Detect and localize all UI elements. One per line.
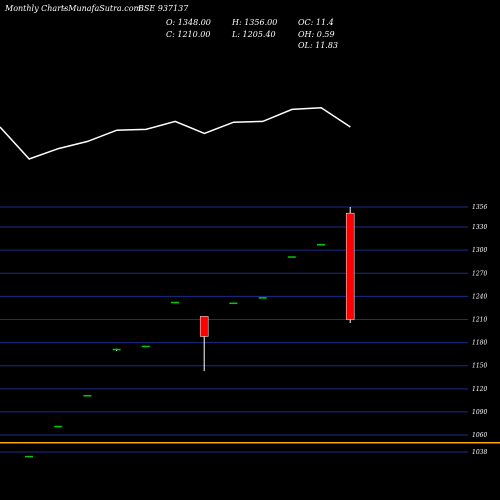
candle-body xyxy=(83,394,92,397)
candle xyxy=(317,243,325,246)
candle-body xyxy=(229,302,238,305)
overlay-line xyxy=(0,107,351,160)
candle xyxy=(229,302,238,305)
y-tick-label: 1240 xyxy=(472,293,487,300)
low-value: L: 1205.40 xyxy=(232,30,276,39)
candle-body xyxy=(345,212,355,320)
y-tick-label: 1210 xyxy=(472,316,487,323)
candle xyxy=(25,455,33,458)
y-tick-label: 1038 xyxy=(472,449,487,456)
candle xyxy=(287,256,296,258)
tick-layer: 1356 1330 1300 1270 1240 1210 1180 1150 1120 1090… xyxy=(472,204,487,456)
y-tick-label: 1120 xyxy=(472,386,487,393)
candle-body xyxy=(54,425,63,428)
overlay-layer xyxy=(0,107,351,160)
candle xyxy=(258,297,267,299)
oh-value: OH: 0.59 xyxy=(298,30,335,39)
site-label: - MunafaSutra.com xyxy=(63,4,142,13)
y-tick-label: 1150 xyxy=(472,363,487,370)
y-tick-label: 1330 xyxy=(472,224,487,231)
candle xyxy=(83,394,92,397)
grid-layer xyxy=(0,206,500,453)
candle xyxy=(54,425,63,428)
y-tick-label: 1180 xyxy=(472,340,487,347)
candle-body xyxy=(199,316,209,337)
y-tick-label: 1090 xyxy=(472,409,487,416)
candle-layer xyxy=(25,207,355,458)
candle xyxy=(171,301,179,304)
high-value: H: 1356.00 xyxy=(232,18,278,27)
candle xyxy=(141,345,150,348)
y-tick-label: 1356 xyxy=(472,204,487,211)
y-tick-label: 1270 xyxy=(472,270,487,277)
chart-type-label: Monthly Charts xyxy=(5,4,69,13)
candle-body xyxy=(112,348,121,351)
candle-body xyxy=(287,256,296,258)
ol-value: OL: 11.83 xyxy=(298,41,339,50)
y-tick-label: 1300 xyxy=(472,247,487,254)
close-value: C: 1210.00 xyxy=(166,30,211,39)
symbol-label: BSE 937137 xyxy=(138,4,189,13)
candle-body xyxy=(25,455,33,458)
candle xyxy=(112,348,121,352)
candle-body xyxy=(171,301,179,304)
open-value: O: 1348.00 xyxy=(166,18,211,27)
y-tick-label: 1060 xyxy=(472,432,487,439)
candle-body xyxy=(141,345,150,348)
candle-body xyxy=(317,243,325,246)
oc-value: OC: 11.4 xyxy=(298,18,334,27)
candle-body xyxy=(258,297,267,299)
candle xyxy=(199,316,209,372)
candle xyxy=(345,207,355,324)
